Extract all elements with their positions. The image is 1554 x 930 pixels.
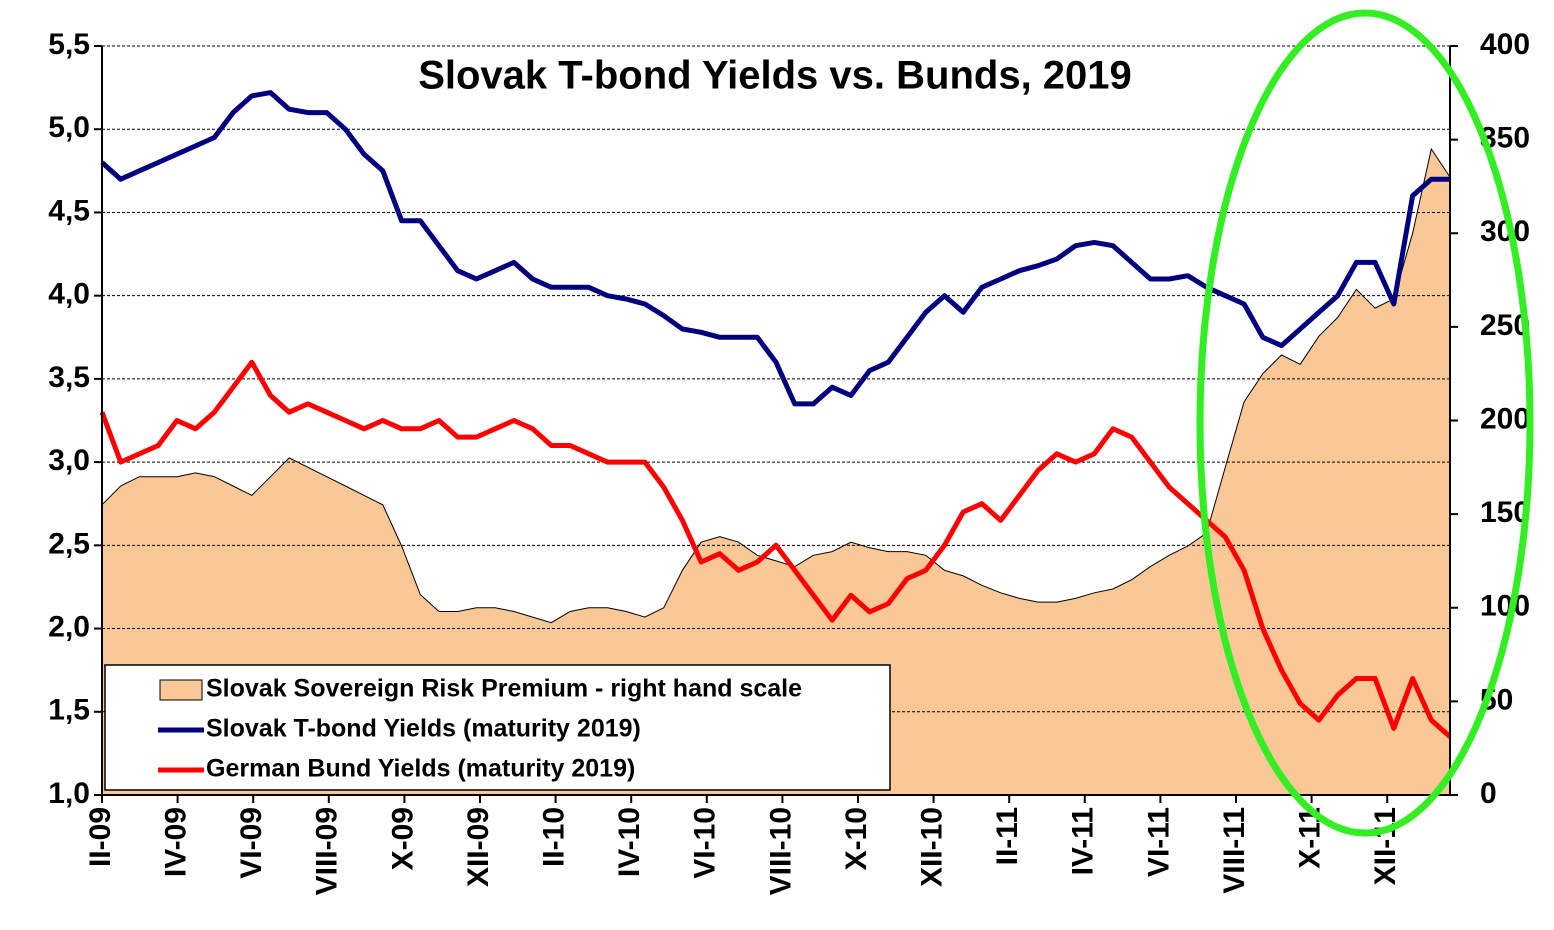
y-tick-label: 4,5 bbox=[48, 194, 90, 227]
y2-tick-label: 0 bbox=[1480, 777, 1497, 810]
x-tick-label: II-09 bbox=[84, 807, 117, 867]
y2-tick-label: 400 bbox=[1480, 28, 1530, 61]
y-tick-label: 3,5 bbox=[48, 361, 90, 394]
y-tick-label: 2,5 bbox=[48, 527, 90, 560]
x-tick-label: XII-10 bbox=[916, 807, 949, 887]
highlight-ellipse bbox=[1196, 9, 1534, 837]
line bbox=[99, 359, 1452, 739]
x-tick-label: II-10 bbox=[538, 807, 571, 867]
x-tick-label: IV-11 bbox=[1067, 807, 1100, 875]
legend-label: German Bund Yields (maturity 2019) bbox=[206, 755, 635, 783]
x-tick-label: X-10 bbox=[840, 807, 873, 870]
x-tick-label: IV-10 bbox=[613, 807, 646, 877]
y-tick-label: 5,5 bbox=[48, 28, 90, 61]
legend-box bbox=[104, 664, 891, 791]
x-tick-label: VIII-11 bbox=[1218, 807, 1251, 894]
x-tick-label: IV-09 bbox=[160, 807, 193, 877]
y-tick-label: 1,0 bbox=[48, 777, 90, 810]
x-tick-label: VIII-10 bbox=[764, 807, 797, 895]
chart-title: Slovak T-bond Yields vs. Bunds, 2019 bbox=[418, 54, 1132, 98]
x-tick-label: X-09 bbox=[386, 807, 419, 870]
legend-label: Slovak Sovereign Risk Premium - right ha… bbox=[206, 675, 802, 703]
y-tick-label: 2,0 bbox=[48, 610, 90, 643]
x-tick-label: XII-11 bbox=[1369, 807, 1402, 885]
legend-label: Slovak T-bond Yields (maturity 2019) bbox=[206, 715, 641, 743]
y-tick-label: 5,0 bbox=[48, 111, 90, 144]
y2-tick-label: 200 bbox=[1480, 402, 1530, 435]
area bbox=[101, 147, 1451, 796]
line bbox=[100, 90, 1450, 407]
x-tick-label: VI-10 bbox=[689, 807, 722, 879]
y-tick-label: 1,5 bbox=[48, 694, 90, 727]
y-tick-label: 4,0 bbox=[48, 278, 90, 311]
x-tick-label: II-11 bbox=[991, 807, 1024, 865]
x-tick-label: VIII-09 bbox=[311, 807, 344, 895]
legend-swatch bbox=[159, 679, 203, 701]
x-tick-label: VI-11 bbox=[1142, 807, 1175, 877]
x-tick-label: VI-09 bbox=[235, 807, 268, 879]
x-tick-label: XII-09 bbox=[462, 807, 495, 887]
y2-tick-label: 100 bbox=[1480, 590, 1530, 623]
y-tick-label: 3,0 bbox=[48, 444, 90, 477]
